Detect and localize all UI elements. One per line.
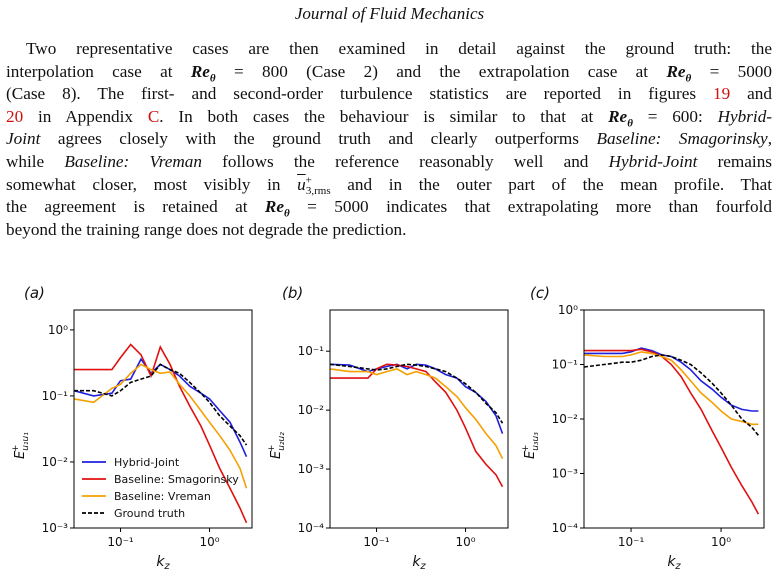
y-tick-label: 10⁻⁴ [298, 521, 325, 535]
series-line-2 [584, 348, 760, 515]
y-axis-label: Eu₂u₂+ [267, 432, 287, 459]
x-tick-label: 10⁻¹ [363, 535, 390, 549]
series-line-2 [74, 343, 248, 524]
legend-label-3: Baseline: Vreman [114, 490, 211, 503]
x-axis-label: kz [412, 554, 426, 572]
panel-2: (b) 10⁻¹ 10⁰ 10⁻⁴ 10⁻³ 10⁻² 10⁻¹ kz Eu₂u₂+ [267, 284, 509, 572]
line-8: the agreement is retained at Reθ = 5000 … [6, 197, 772, 220]
y-tick-label: 10⁻¹ [42, 389, 69, 403]
series-line-4 [74, 363, 248, 446]
y-tick-label: 10⁻⁴ [552, 521, 579, 535]
line-6: while Baseline: Vreman follows the refer… [6, 151, 772, 171]
plot-frame [329, 309, 509, 529]
series-line-1 [329, 363, 504, 434]
y-tick-label: 10⁻² [42, 455, 69, 469]
y-axis-label: Eu₁u₁+ [11, 432, 31, 459]
series-line-4 [329, 363, 504, 424]
line-7: somewhat closer, most visibly in u+3,rms… [6, 173, 772, 197]
series-line-3 [329, 368, 504, 460]
legend-label-1: Hybrid-Joint [114, 456, 180, 469]
plot-frame [73, 309, 253, 529]
series-line-2 [330, 363, 504, 488]
y-tick-label: 10⁰ [558, 303, 578, 317]
x-tick-label: 10⁰ [455, 535, 475, 549]
line-1: Two representative cases are then examin… [26, 39, 772, 58]
legend-label-4: Ground truth [114, 507, 185, 520]
panel-label: (a) [24, 284, 45, 302]
figure-19-link[interactable]: 19 [713, 84, 731, 104]
series-line-4 [583, 354, 760, 436]
plot-frame [583, 309, 765, 529]
panel-label: (c) [530, 284, 550, 302]
x-axis-label: kz [667, 554, 681, 572]
x-tick-label: 10⁰ [199, 535, 219, 549]
panel-label: (b) [282, 284, 303, 302]
journal-header: Journal of Fluid Mechanics [294, 4, 485, 23]
line-9: beyond the training range does not degra… [6, 219, 407, 239]
y-tick-label: 10⁻¹ [298, 344, 325, 358]
panel-1: (a) 10⁻¹ 10⁰ 10⁻³ 10⁻² 10⁻¹ 10⁰ kz Eu₁u₁+ Hybrid-… [11, 284, 253, 572]
line-2: interpolation case at Reθ = 800 (Case 2)… [6, 61, 772, 85]
line-5: Joint agrees closely with the ground tru… [6, 129, 772, 149]
panel-3: (c) 10⁻¹ 10⁰ 10⁻⁴ 10⁻³ 10⁻² 10⁻¹ 10⁰ kz Eu₃u₃+ [521, 284, 765, 572]
figure-20-link[interactable]: 20 [6, 106, 24, 126]
series-line-3 [73, 363, 248, 489]
y-axis-label: Eu₃u₃+ [521, 432, 541, 459]
line-3: (Case 8). The first- and second-order tu… [6, 84, 772, 104]
series-line-3 [583, 351, 759, 426]
line-4: 20 in Appendix C. In both cases the beha… [6, 106, 773, 130]
x-tick-label: 10⁻¹ [618, 535, 645, 549]
y-tick-label: 10⁻³ [298, 462, 325, 476]
y-tick-label: 10⁻² [552, 412, 579, 426]
x-tick-label: 10⁻¹ [107, 535, 134, 549]
y-tick-label: 10⁻¹ [552, 358, 579, 372]
spectra-figure: (a) 10⁻¹ 10⁰ 10⁻³ 10⁻² 10⁻¹ 10⁰ kz Eu₁u₁+ Hybrid-… [11, 284, 765, 572]
y-tick-label: 10⁰ [48, 323, 68, 337]
x-axis-label: kz [156, 554, 170, 572]
y-tick-label: 10⁻² [298, 403, 325, 417]
x-tick-label: 10⁰ [711, 535, 731, 549]
y-tick-label: 10⁻³ [552, 467, 579, 481]
body-paragraph: Two representative cases are then examin… [6, 38, 772, 241]
y-tick-label: 10⁻³ [42, 521, 69, 535]
legend-label-2: Baseline: Smagorinsky [114, 473, 239, 486]
appendix-c-link[interactable]: C [147, 106, 160, 126]
series-line-1 [584, 347, 759, 412]
